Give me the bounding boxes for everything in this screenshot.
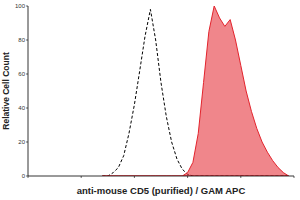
y-axis-label: Relative Cell Count: [1, 52, 11, 130]
x-tick: [294, 176, 295, 178]
y-tick: [26, 40, 28, 41]
histogram-area: [102, 6, 288, 176]
plot-area: [102, 6, 288, 176]
y-tick-label: 20: [18, 139, 25, 145]
y-tick: [26, 108, 28, 109]
x-tick: [81, 176, 82, 178]
y-tick-label: 80: [18, 37, 25, 43]
x-tick: [240, 176, 241, 178]
x-axis-line: [28, 176, 294, 177]
y-tick: [26, 6, 28, 7]
y-tick-label: 0: [22, 173, 26, 179]
x-tick: [28, 176, 29, 178]
y-tick-label: 60: [18, 71, 25, 77]
y-tick-label: 40: [18, 105, 25, 111]
y-axis-line: [28, 6, 29, 176]
y-tick-label: 100: [15, 3, 26, 9]
chart: 0 20 40 60 80 100 anti-mouse CD5 (purified) / …: [0, 0, 300, 200]
x-tick: [134, 176, 135, 178]
y-tick: [26, 142, 28, 143]
y-tick: [26, 74, 28, 75]
x-tick: [187, 176, 188, 178]
x-axis-label: anti-mouse CD5 (purified) / GAM APC: [77, 185, 246, 196]
